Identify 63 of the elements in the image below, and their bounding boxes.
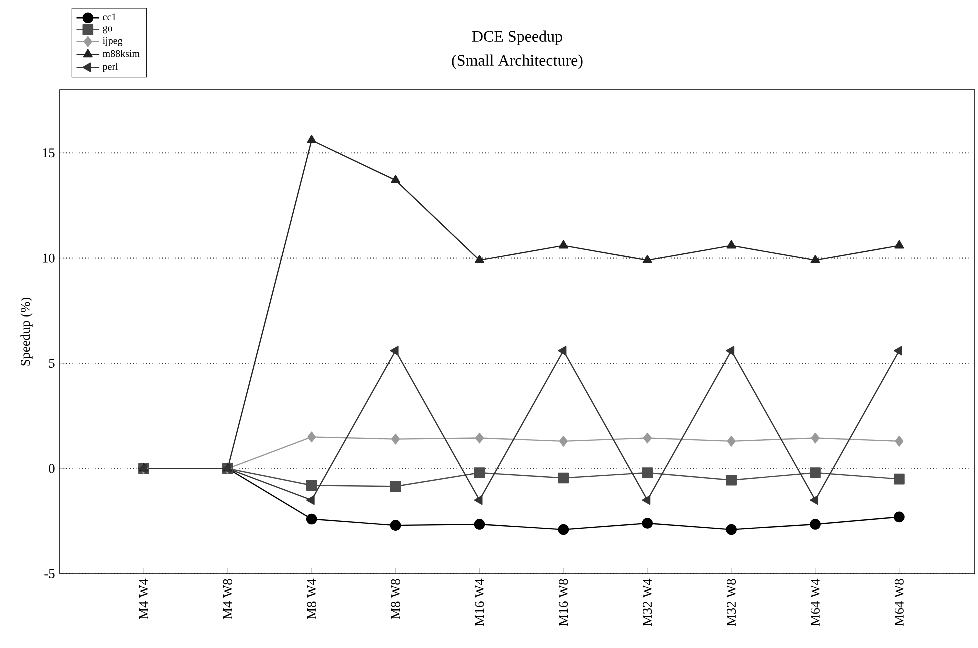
point: [894, 474, 905, 485]
legend-label: go: [103, 26, 112, 34]
point: [559, 436, 568, 447]
point: [306, 480, 318, 492]
y-tick-label: 10: [43, 254, 55, 263]
legend-label: cc1: [103, 14, 116, 20]
point: [726, 346, 735, 356]
x-tick-label: M32 W4: [643, 578, 652, 626]
point: [308, 432, 316, 443]
point: [895, 436, 904, 447]
x-tick-label: M32 W8: [727, 579, 736, 626]
x-tick-label: M16 W4: [475, 578, 484, 626]
point: [306, 514, 318, 525]
point: [558, 346, 567, 356]
point: [727, 436, 736, 447]
x-tick-label: M64 W4: [811, 578, 820, 626]
chart-title: DCE Speedup: [472, 30, 562, 46]
x-tick-label: M64 W8: [894, 579, 904, 626]
y-tick-label: 15: [43, 148, 55, 158]
point: [642, 468, 654, 478]
point: [811, 432, 820, 444]
point: [476, 432, 484, 444]
point: [474, 255, 484, 264]
point: [391, 175, 401, 184]
legend-label: perl: [102, 63, 118, 72]
point: [642, 496, 651, 506]
point: [810, 468, 821, 478]
legend-label: ijpeg: [103, 38, 123, 46]
x-tick-label: M16 W8: [559, 579, 568, 626]
y-tick-label: 5: [49, 359, 55, 368]
point: [390, 481, 402, 492]
point: [392, 434, 400, 445]
point: [558, 240, 568, 249]
point: [307, 135, 317, 144]
x-tick-label: M8 W4: [307, 578, 316, 620]
point: [726, 474, 737, 486]
point: [474, 496, 483, 506]
point: [474, 519, 486, 530]
point: [810, 255, 820, 264]
point: [894, 512, 905, 523]
point: [894, 346, 902, 356]
x-tick-label: M4 W4: [139, 578, 148, 620]
point: [390, 520, 402, 531]
point: [558, 524, 570, 536]
point: [894, 240, 904, 249]
point: [474, 468, 486, 478]
x-tick-label: M8 W8: [391, 579, 400, 620]
point: [810, 496, 819, 506]
point: [643, 432, 652, 444]
x-tick-label: M4 W8: [223, 579, 232, 620]
legend-label: m88ksim: [103, 50, 140, 58]
point: [306, 496, 315, 506]
y-axis-title: Speedup (%): [20, 298, 33, 366]
point: [726, 524, 737, 536]
point: [726, 240, 736, 249]
point: [810, 519, 821, 530]
y-tick-label: 0: [49, 464, 55, 474]
point: [390, 346, 399, 356]
chart-subtitle: (Small Architecture): [452, 54, 583, 70]
point: [558, 472, 570, 484]
y-tick-label: -5: [44, 570, 55, 578]
point: [642, 255, 652, 264]
point: [642, 518, 654, 529]
